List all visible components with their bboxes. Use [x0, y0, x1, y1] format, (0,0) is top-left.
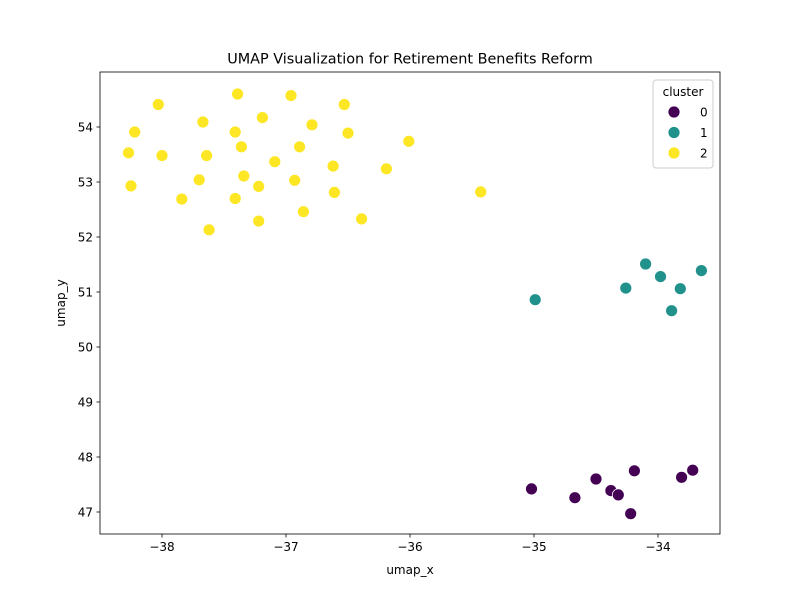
chart-title: UMAP Visualization for Retirement Benefi… [227, 52, 593, 68]
data-point-cluster-1 [639, 257, 652, 271]
data-point-cluster-2 [124, 179, 138, 193]
data-point-cluster-0 [628, 464, 641, 478]
data-point-cluster-2 [293, 140, 307, 154]
data-point-cluster-1 [528, 293, 542, 307]
data-point-cluster-2 [255, 111, 269, 124]
y-axis-label: umap_y [54, 279, 68, 326]
x-tick-label: −35 [521, 540, 546, 554]
legend-marker-2 [667, 146, 681, 160]
data-point-cluster-2 [228, 192, 242, 205]
data-points [122, 87, 708, 521]
data-point-cluster-1 [695, 264, 708, 278]
data-point-cluster-2 [284, 89, 298, 102]
y-tick-label: 49 [78, 396, 93, 410]
x-tick-label: −36 [397, 540, 422, 554]
data-point-cluster-2 [326, 159, 340, 173]
data-point-cluster-0 [675, 470, 688, 484]
y-tick-label: 48 [78, 451, 93, 465]
data-point-cluster-0 [686, 463, 700, 477]
data-point-cluster-2 [327, 185, 341, 199]
data-point-cluster-0 [611, 488, 625, 502]
data-point-cluster-2 [196, 115, 210, 129]
legend: cluster 0 1 2 [652, 79, 714, 169]
plot-background [100, 72, 720, 534]
data-point-cluster-1 [673, 282, 687, 296]
legend-marker-1 [667, 126, 681, 139]
legend-label-0: 0 [700, 106, 708, 120]
y-tick-label: 52 [78, 231, 93, 245]
y-tick-label: 51 [78, 286, 93, 300]
data-point-cluster-2 [337, 98, 351, 111]
data-point-cluster-2 [155, 149, 169, 163]
data-point-cluster-2 [200, 149, 214, 163]
data-point-cluster-0 [525, 482, 538, 496]
legend-box [652, 79, 714, 169]
data-point-cluster-2 [341, 126, 355, 140]
axes: −38 −37 −36 −35 −34 47 48 49 50 51 52 53 54 [78, 71, 721, 554]
data-point-cluster-2 [252, 179, 266, 193]
data-point-cluster-2 [355, 212, 369, 226]
data-point-cluster-2 [402, 134, 416, 148]
data-point-cluster-2 [231, 87, 245, 101]
y-tick-label: 54 [78, 121, 93, 135]
data-point-cluster-2 [202, 223, 216, 237]
data-point-cluster-1 [619, 281, 633, 295]
data-point-cluster-0 [589, 472, 603, 486]
data-point-cluster-2 [474, 185, 488, 199]
data-point-cluster-2 [228, 125, 242, 139]
data-point-cluster-2 [288, 173, 302, 187]
data-point-cluster-2 [305, 118, 319, 132]
data-point-cluster-2 [122, 146, 135, 160]
data-point-cluster-2 [268, 155, 282, 169]
legend-label-2: 2 [700, 147, 708, 161]
y-tick-label: 47 [78, 506, 93, 520]
data-point-cluster-1 [654, 270, 667, 284]
y-tick-label: 53 [78, 176, 93, 190]
data-point-cluster-2 [175, 192, 189, 206]
x-tick-label: −34 [645, 540, 670, 554]
data-point-cluster-2 [237, 169, 251, 183]
data-point-cluster-2 [192, 173, 206, 187]
data-point-cluster-2 [379, 162, 393, 176]
plot-area [100, 72, 720, 534]
data-point-cluster-2 [296, 205, 310, 219]
data-point-cluster-0 [568, 491, 582, 505]
data-point-cluster-0 [624, 507, 638, 521]
x-tick-label: −38 [149, 540, 174, 554]
legend-label-1: 1 [700, 126, 708, 140]
data-point-cluster-2 [128, 125, 142, 139]
data-point-cluster-2 [151, 98, 165, 111]
x-axis-label: umap_x [386, 563, 433, 577]
legend-title: cluster [663, 85, 704, 99]
y-tick-label: 50 [78, 341, 93, 355]
data-point-cluster-2 [252, 214, 266, 228]
data-point-cluster-1 [665, 304, 678, 318]
x-tick-label: −37 [273, 540, 298, 554]
legend-marker-0 [667, 105, 681, 119]
data-point-cluster-2 [234, 140, 248, 154]
